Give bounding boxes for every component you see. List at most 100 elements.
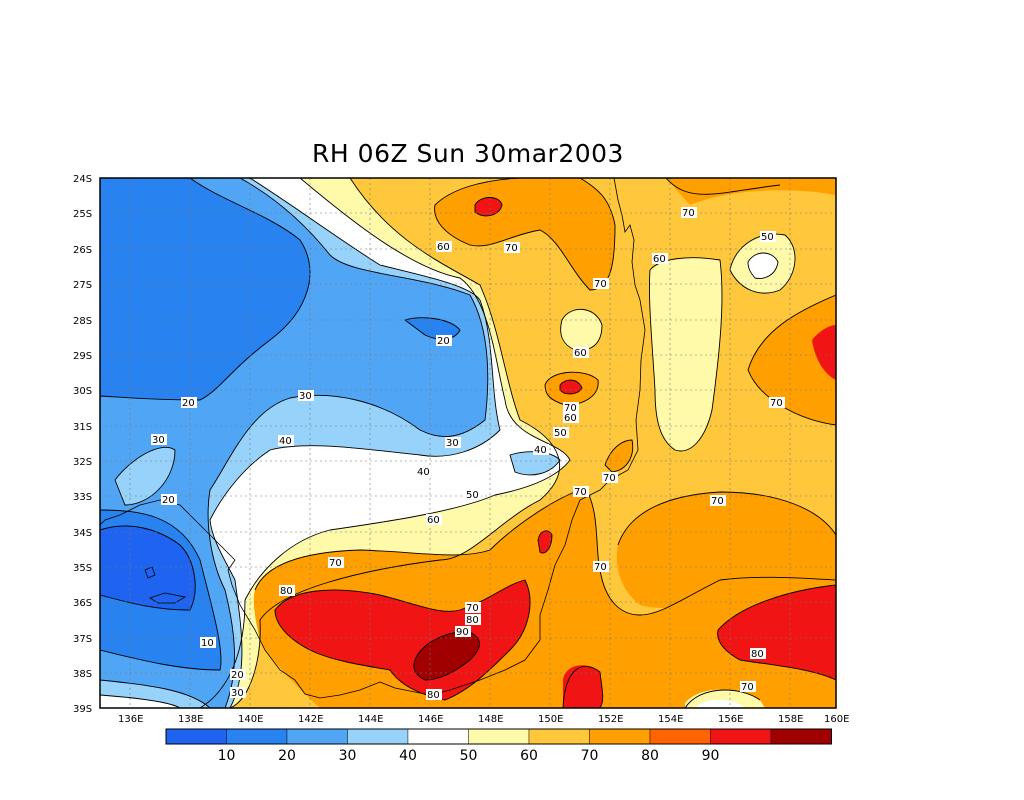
contour-label: 50 xyxy=(553,427,569,439)
svg-text:30: 30 xyxy=(299,391,312,402)
map-title: RH 06Z Sun 30mar2003 xyxy=(312,139,624,168)
lon-axis: 136E 138E 140E 142E 144E 146E 148E 150E … xyxy=(118,714,849,725)
lat-label: 31S xyxy=(73,422,92,433)
contour-label: 70 xyxy=(740,681,756,693)
map-frame xyxy=(99,177,837,709)
contour-label: 40 xyxy=(533,444,549,456)
contour-label: 70 xyxy=(328,557,344,569)
contour-label: 60 xyxy=(652,253,668,265)
lat-axis: 24S 25S 26S 27S 28S 29S 30S 31S 32S 33S … xyxy=(73,174,92,715)
colorbar-label: 60 xyxy=(520,748,538,764)
svg-text:70: 70 xyxy=(564,403,577,414)
contour-label: 80 xyxy=(465,614,481,626)
lat-label: 28S xyxy=(73,316,92,327)
contour-label: 80 xyxy=(426,689,442,701)
contour-label: 50 xyxy=(760,231,776,243)
lon-label: 146E xyxy=(418,714,443,725)
svg-text:70: 70 xyxy=(574,487,587,498)
svg-text:70: 70 xyxy=(603,473,616,484)
contour-label: 40 xyxy=(416,466,432,478)
svg-text:30: 30 xyxy=(231,688,244,699)
colorbar-label: 80 xyxy=(641,748,659,764)
svg-text:60: 60 xyxy=(427,515,440,526)
contour-label: 70 xyxy=(593,278,609,290)
lon-label: 138E xyxy=(178,714,203,725)
svg-text:70: 70 xyxy=(594,279,607,290)
contour-label: 90 xyxy=(455,626,471,638)
contour-label: 30 xyxy=(230,687,246,699)
svg-text:80: 80 xyxy=(280,586,293,597)
contour-label: 20 xyxy=(436,335,452,347)
svg-text:70: 70 xyxy=(770,398,783,409)
lon-label: 156E xyxy=(718,714,743,725)
contour-label: 60 xyxy=(563,412,579,424)
contour-label: 30 xyxy=(151,434,167,446)
svg-text:30: 30 xyxy=(446,438,459,449)
svg-text:80: 80 xyxy=(466,615,479,626)
svg-text:20: 20 xyxy=(437,336,450,347)
contour-label: 20 xyxy=(230,669,246,681)
colorbar-label: 50 xyxy=(460,748,478,764)
lat-label: 38S xyxy=(73,669,92,680)
svg-text:20: 20 xyxy=(162,495,175,506)
svg-text:20: 20 xyxy=(182,398,195,409)
colorbar-swatch xyxy=(528,728,590,745)
colorbar-label: 30 xyxy=(339,748,357,764)
lat-label: 35S xyxy=(73,563,92,574)
contour-label: 70 xyxy=(563,402,579,414)
svg-text:70: 70 xyxy=(711,496,724,507)
lon-label: 142E xyxy=(298,714,323,725)
colorbar-swatch xyxy=(407,728,469,745)
colorbar-swatch xyxy=(347,728,409,745)
lon-label: 136E xyxy=(118,714,143,725)
lat-label: 25S xyxy=(73,209,92,220)
svg-text:50: 50 xyxy=(761,232,774,243)
lon-label: 152E xyxy=(598,714,623,725)
svg-text:20: 20 xyxy=(231,670,244,681)
lat-label: 37S xyxy=(73,634,92,645)
svg-text:40: 40 xyxy=(534,445,547,456)
svg-text:70: 70 xyxy=(329,558,342,569)
svg-text:90: 90 xyxy=(456,627,469,638)
contour-label: 50 xyxy=(465,489,481,501)
colorbar-swatch xyxy=(649,728,711,745)
lon-label: 144E xyxy=(358,714,383,725)
contour-label: 40 xyxy=(278,435,294,447)
lat-label: 36S xyxy=(73,598,92,609)
lon-label: 140E xyxy=(238,714,263,725)
contour-label: 70 xyxy=(504,242,520,254)
colorbar-label: 40 xyxy=(399,748,417,764)
svg-text:40: 40 xyxy=(279,436,292,447)
svg-text:60: 60 xyxy=(574,348,587,359)
svg-text:70: 70 xyxy=(682,208,695,219)
contour-label: 70 xyxy=(681,207,697,219)
svg-text:40: 40 xyxy=(417,467,430,478)
colorbar-outline xyxy=(165,728,832,745)
lat-label: 30S xyxy=(73,386,92,397)
colorbar-swatch xyxy=(770,728,832,745)
colorbar-swatch xyxy=(286,728,348,745)
colorbar-label: 70 xyxy=(581,748,599,764)
contour-label: 30 xyxy=(445,437,461,449)
svg-text:70: 70 xyxy=(594,562,607,573)
contour-label: 80 xyxy=(279,585,295,597)
contour-label: 70 xyxy=(769,397,785,409)
contour-label: 70 xyxy=(710,495,726,507)
colorbar-swatch xyxy=(226,728,288,745)
svg-text:50: 50 xyxy=(466,490,479,501)
colorbar-label: 20 xyxy=(278,748,296,764)
svg-text:80: 80 xyxy=(427,690,440,701)
colorbar-label: 10 xyxy=(218,748,236,764)
contour-label: 10 xyxy=(200,637,216,649)
lon-label: 158E xyxy=(778,714,803,725)
contour-label: 70 xyxy=(602,472,618,484)
colorbar-swatch xyxy=(165,728,227,745)
contour-label: 70 xyxy=(593,561,609,573)
svg-text:60: 60 xyxy=(437,242,450,253)
colorbar-swatch xyxy=(468,728,530,745)
lat-label: 39S xyxy=(73,704,92,715)
lat-label: 26S xyxy=(73,245,92,256)
contour-label: 20 xyxy=(181,397,197,409)
lon-label: 150E xyxy=(538,714,563,725)
